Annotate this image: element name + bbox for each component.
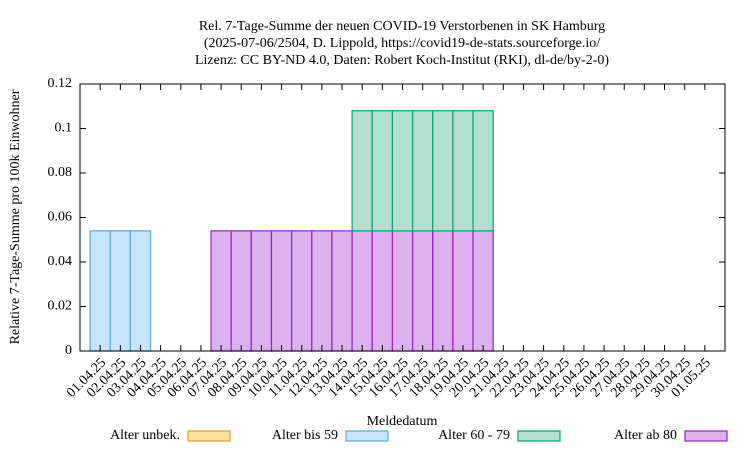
legend-label: Alter 60 - 79 [438, 428, 510, 443]
y-tick-label: 0.1 [55, 121, 73, 136]
bar-segment [210, 230, 232, 352]
y-tick-label: 0.08 [48, 165, 73, 180]
plot-frame [79, 83, 726, 352]
bar-segment [391, 110, 414, 232]
bar-segment [472, 110, 494, 232]
bar-segment [270, 230, 293, 352]
bar-segment [311, 230, 333, 352]
chart-subtitle: Lizenz: CC BY-ND 4.0, Daten: Robert Koch… [195, 53, 609, 68]
bar-segment [109, 230, 131, 352]
bar-segment [452, 230, 474, 352]
bar-segment [250, 230, 273, 352]
y-axis-label: Relative 7-Tage-Summe pro 100k Einwohner [8, 89, 23, 344]
legend-label: Alter unbek. [110, 428, 180, 443]
bar-segment [472, 230, 494, 352]
bar-segment [371, 110, 394, 232]
legend-swatch [187, 430, 231, 442]
bar-segment [129, 230, 152, 352]
chart-title: Rel. 7-Tage-Summe der neuen COVID-19 Ver… [199, 19, 605, 34]
bar-segment [432, 110, 454, 232]
bar-segment [432, 230, 454, 352]
legend-swatch [345, 430, 389, 442]
legend-label: Alter ab 80 [614, 428, 677, 443]
legend-label: Alter bis 59 [272, 428, 338, 443]
bar-segment [230, 230, 252, 352]
bar-segment [351, 110, 373, 232]
y-tick-label: 0.02 [48, 299, 73, 314]
y-tick-label: 0.04 [48, 254, 73, 269]
bar-segment [411, 230, 434, 352]
bar-segment [291, 230, 313, 352]
bar-segment [371, 230, 394, 352]
legend-swatch [517, 430, 561, 442]
y-tick-label: 0 [65, 343, 72, 358]
bar-segment [391, 230, 414, 352]
bar-segment [331, 230, 353, 352]
chart-subtitle: (2025-07-06/2504, D. Lippold, https://co… [204, 36, 600, 51]
legend-swatch [684, 430, 728, 442]
bar-segment [411, 110, 434, 232]
bar-segment [351, 230, 373, 352]
bar-segment [452, 110, 474, 232]
x-axis-label: Meldedatum [367, 414, 438, 429]
y-tick-label: 0.12 [48, 76, 73, 91]
bar-segment [89, 230, 111, 352]
y-tick-label: 0.06 [48, 210, 73, 225]
